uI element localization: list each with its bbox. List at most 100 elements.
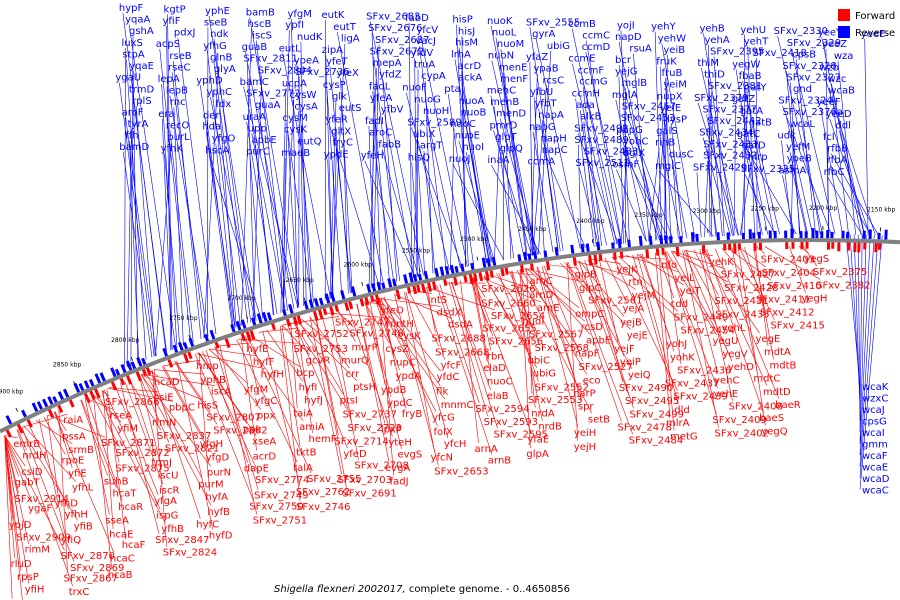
- forward-gene-connector: [174, 361, 218, 425]
- forward-feature: [504, 267, 509, 275]
- forward-gene-connector: [281, 324, 301, 447]
- forward-gene-label: SFxv_2484: [629, 435, 683, 446]
- forward-gene-label: elaB: [487, 391, 509, 402]
- forward-feature: [240, 333, 246, 342]
- forward-gene-label: hyfH: [261, 370, 284, 381]
- reverse-gene-connector: [419, 46, 447, 271]
- reverse-gene-connector: [672, 159, 679, 239]
- forward-gene-connector: [701, 249, 720, 309]
- forward-gene-label: mdtA: [764, 347, 791, 358]
- scale-label: 2650 kbp: [286, 277, 314, 284]
- forward-gene-connector: [478, 276, 541, 303]
- forward-feature: [463, 274, 468, 283]
- reverse-feature: [381, 282, 386, 290]
- forward-gene-label: yeiQ: [628, 370, 651, 381]
- forward-gene-connector: [590, 259, 624, 382]
- reverse-feature: [611, 242, 615, 249]
- forward-gene-connector: [755, 246, 769, 347]
- forward-gene-label: SFxv_2703: [338, 475, 392, 486]
- forward-gene-label: yfhL: [72, 483, 94, 494]
- right-column-gene-label: wcaF: [862, 451, 888, 462]
- reverse-gene-label: glnB: [210, 52, 232, 63]
- forward-gene-label: amiA: [299, 422, 325, 433]
- reverse-gene-connector: [620, 146, 628, 244]
- forward-gene-label: yfhD: [54, 498, 78, 509]
- scale-label: 2300 kbp: [693, 208, 721, 215]
- forward-gene-connector: [364, 301, 402, 449]
- forward-gene-label: SFxv_2567: [529, 330, 583, 341]
- forward-gene-label: yfiE: [68, 469, 87, 480]
- forward-gene-label: cysZ: [385, 344, 409, 355]
- reverse-gene-connector: [282, 53, 331, 299]
- forward-gene-label: ubiC: [527, 355, 549, 366]
- reverse-gene-label: acpS: [156, 39, 180, 50]
- forward-gene-label: SFxv_2499: [630, 409, 684, 420]
- forward-gene-connector: [566, 262, 622, 422]
- forward-gene-connector: [202, 351, 260, 475]
- forward-gene-label: srmB: [68, 445, 94, 456]
- reverse-gene-connector: [830, 164, 871, 236]
- reverse-gene-connector: [790, 163, 807, 235]
- forward-gene-label: SFxv_2821: [165, 443, 219, 454]
- forward-gene-label: xseA: [252, 436, 276, 447]
- forward-feature: [94, 388, 101, 399]
- forward-gene-label: ubiG: [533, 369, 556, 380]
- reverse-gene-label: SFxv_2434: [699, 128, 753, 139]
- reverse-gene-label: glk: [332, 91, 347, 102]
- reverse-gene-label: yehA: [704, 35, 729, 46]
- reverse-gene-label: fadI: [365, 116, 384, 127]
- reverse-feature: [136, 357, 143, 367]
- forward-gene-connector: [578, 260, 630, 396]
- forward-gene-label: csiD: [21, 467, 42, 478]
- reverse-gene-connector: [458, 140, 495, 262]
- forward-gene-label: spr: [578, 402, 595, 413]
- forward-gene-label: yegS: [804, 254, 829, 265]
- reverse-feature: [5, 415, 13, 425]
- reverse-gene-label: luxS: [121, 38, 142, 49]
- forward-gene-connector: [802, 245, 818, 267]
- forward-gene-label: SFxv_2746: [296, 502, 350, 513]
- reverse-gene-label: inaA: [487, 155, 509, 166]
- reverse-gene-label: menF: [500, 74, 528, 85]
- forward-gene-label: yfeO: [380, 306, 404, 317]
- forward-gene-label: yejA: [623, 303, 645, 314]
- forward-gene-label: yohK: [670, 352, 695, 363]
- forward-gene-connector: [4, 435, 29, 584]
- reverse-gene-connector: [654, 89, 668, 241]
- forward-gene-label: hyfI: [299, 382, 318, 393]
- reverse-gene-label: mglC: [655, 161, 681, 172]
- reverse-gene-connector: [255, 144, 274, 316]
- reverse-gene-label: SFxv_2736: [295, 67, 349, 78]
- reverse-gene-label: nuoG: [414, 94, 441, 105]
- reverse-gene-connector: [464, 117, 492, 263]
- reverse-gene-connector: [291, 18, 298, 308]
- forward-feature: [427, 282, 432, 292]
- reverse-gene-label: yqaE: [129, 61, 154, 72]
- reverse-gene-label: yfgO: [212, 133, 236, 144]
- reverse-feature: [94, 373, 102, 384]
- reverse-gene-connector: [424, 81, 434, 274]
- forward-gene-label: baeS: [759, 413, 784, 424]
- reverse-gene-connector: [384, 114, 415, 278]
- reverse-gene-label: lysP: [667, 115, 687, 126]
- forward-gene-connector: [217, 342, 251, 347]
- forward-feature: [485, 270, 490, 281]
- reverse-gene-label: trmD: [129, 84, 155, 95]
- forward-gene-label: SFxv_2750: [249, 501, 303, 512]
- reverse-gene-connector: [704, 91, 713, 238]
- forward-gene-label: yfgA: [154, 496, 177, 507]
- reverse-gene-label: yeeZ: [822, 39, 847, 50]
- forward-gene-label: hmp: [196, 361, 218, 372]
- forward-gene-label: suhB: [104, 477, 129, 488]
- reverse-gene-connector: [696, 172, 702, 238]
- forward-gene-label: ispG: [156, 511, 178, 522]
- forward-gene-label: SFxv_2402: [715, 428, 769, 439]
- reverse-gene-label: era: [158, 109, 174, 120]
- reverse-gene-label: SFxv_2676: [368, 23, 422, 34]
- forward-feature: [285, 318, 291, 327]
- forward-gene-label: narP: [573, 388, 596, 399]
- right-column-gene-label: wcaI: [862, 428, 885, 439]
- reverse-feature: [78, 382, 85, 391]
- reverse-gene-label: wzb: [819, 62, 839, 73]
- reverse-gene-connector: [577, 133, 619, 245]
